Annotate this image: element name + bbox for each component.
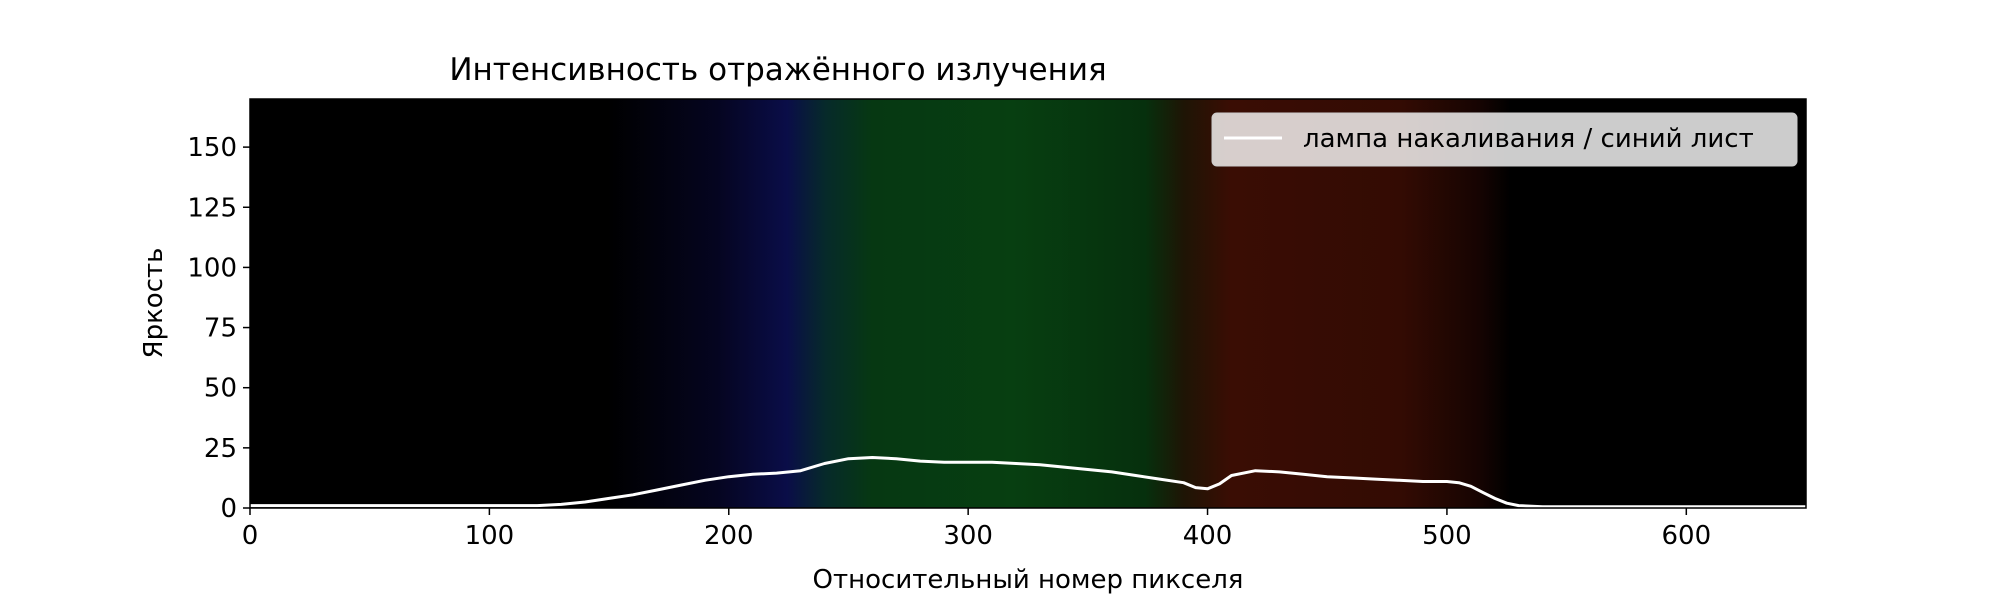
x-tick-label: 400 [1183, 521, 1233, 551]
x-tick-label: 100 [465, 521, 515, 551]
chart-title: Интенсивность отражённого излучения [449, 52, 1106, 88]
series-line [250, 456, 1806, 509]
plot-area [250, 456, 1806, 509]
spectrum-background [250, 99, 1806, 508]
y-tick-label: 0 [220, 494, 237, 524]
x-axis-label: Относительный номер пикселя [813, 565, 1244, 595]
plot-frame [249, 98, 1807, 509]
x-tick-label: 0 [242, 521, 259, 551]
x-tick-label: 500 [1422, 521, 1472, 551]
x-tick-label: 200 [704, 521, 754, 551]
y-tick-label: 75 [204, 314, 237, 344]
y-axis-label: Яркость [139, 248, 169, 359]
axis-ticks: 0 100 200 300 400 500 600 0 25 50 75 100 125 150 [187, 133, 1711, 551]
y-tick-label: 50 [204, 374, 237, 404]
legend-box [1211, 112, 1798, 167]
y-tick-label: 25 [204, 434, 237, 464]
legend: лампа накаливания / синий лист [1211, 112, 1798, 167]
y-tick-label: 125 [187, 193, 237, 223]
y-tick-label: 150 [187, 133, 237, 163]
x-tick-label: 300 [943, 521, 993, 551]
legend-entry-label: лампа накаливания / синий лист [1303, 124, 1754, 154]
y-tick-label: 100 [187, 253, 237, 283]
x-tick-label: 600 [1661, 521, 1711, 551]
